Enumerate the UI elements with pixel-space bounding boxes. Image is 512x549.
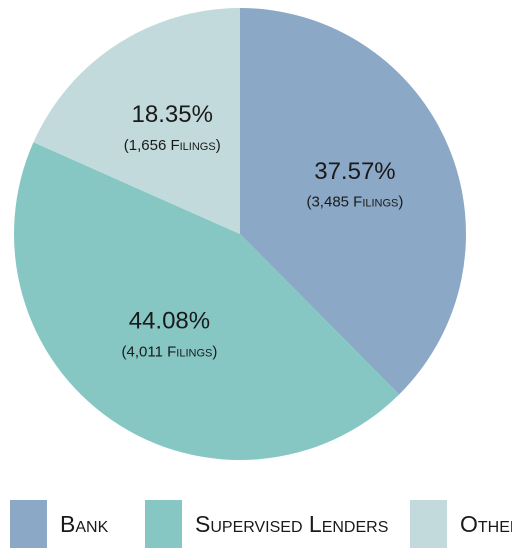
slice-percent-label: 37.57% [314, 158, 395, 185]
pie-slice [240, 8, 466, 395]
slice-percent-label: 18.35% [132, 101, 213, 128]
pie-slice [33, 8, 240, 234]
legend-swatch [410, 500, 447, 548]
legend-label: Other [460, 511, 512, 537]
legend-swatch [145, 500, 182, 548]
slice-filings-label: (1,656 Filings) [124, 137, 221, 154]
legend-swatch [10, 500, 47, 548]
slice-percent-label: 44.08% [129, 308, 210, 335]
slice-filings-label: (4,011 Filings) [122, 343, 218, 360]
legend-label: Bank [60, 511, 109, 537]
pie-slice [14, 142, 400, 460]
legend-label: Supervised Lenders [195, 511, 388, 537]
slice-filings-label: (3,485 Filings) [306, 194, 403, 211]
